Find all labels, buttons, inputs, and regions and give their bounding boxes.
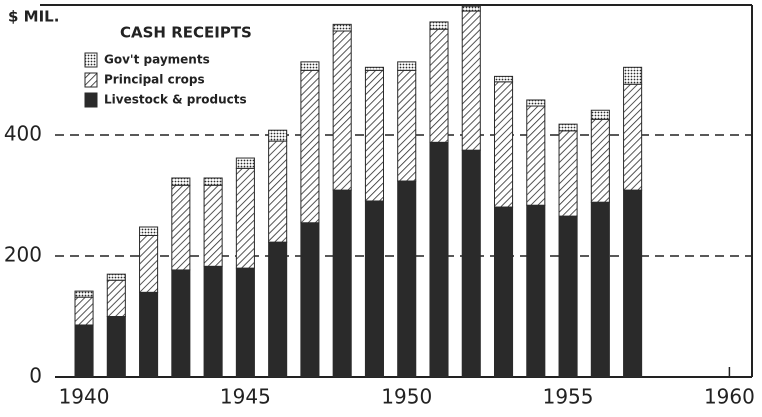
bar-segment	[364, 69, 384, 202]
bar-segment	[429, 28, 449, 143]
bar-segment	[300, 69, 320, 224]
bar-segment	[74, 290, 94, 298]
bar-segment	[429, 21, 449, 30]
bar-segment	[493, 75, 514, 83]
bar-segment	[526, 99, 546, 107]
x-tick-label: 1945	[220, 385, 271, 409]
bar-segment	[139, 234, 159, 293]
legend-swatch	[84, 52, 98, 68]
x-tick-label: 1960	[704, 385, 755, 409]
bar-segment	[590, 201, 610, 378]
bar-segment	[203, 265, 223, 378]
legend-label: Principal crops	[104, 73, 205, 87]
bar-segment	[171, 177, 191, 186]
bar-segment	[300, 61, 320, 71]
bar-segment	[558, 215, 578, 378]
bar-segment	[268, 241, 288, 378]
bar-segment	[429, 141, 449, 378]
bar-segment	[332, 30, 352, 191]
bar-segment	[106, 279, 126, 318]
chart-title: CASH RECEIPTS	[120, 24, 252, 42]
bar-segment	[623, 83, 643, 191]
bar-segment	[461, 5, 481, 12]
bar-segment	[461, 149, 481, 378]
bar-segment	[235, 157, 255, 169]
bar-segment	[268, 140, 288, 243]
bar-segment	[106, 273, 126, 281]
bar-segment	[558, 130, 578, 217]
y-tick-label: 200	[4, 243, 42, 267]
bar-segment	[590, 118, 610, 203]
bar-segment	[623, 66, 643, 85]
bar-segment	[171, 269, 191, 378]
legend-box	[78, 14, 278, 118]
legend-swatch	[84, 72, 98, 88]
bar-segment	[332, 189, 352, 378]
bar-segment	[397, 61, 417, 71]
bar-segment	[203, 177, 223, 186]
bar-segment	[74, 324, 94, 378]
bar-segment	[461, 10, 481, 151]
bar-segment	[397, 69, 417, 182]
bar-segment	[526, 105, 546, 206]
bar-segment	[268, 129, 288, 142]
y-axis-label: $ MIL.	[8, 8, 59, 26]
bar-segment	[203, 184, 223, 267]
legend-label: Gov't payments	[104, 53, 210, 67]
bar-segment	[364, 66, 384, 71]
x-tick-label: 1955	[543, 385, 594, 409]
bar-segment	[526, 204, 546, 378]
bar-segment	[171, 184, 191, 271]
bar-segment	[397, 180, 417, 378]
bar-segment	[332, 23, 352, 32]
bar-segment	[74, 296, 94, 326]
bar-segment	[364, 200, 384, 378]
y-tick-label: 0	[29, 364, 42, 388]
bar-segment	[558, 123, 578, 132]
bar-segment	[300, 222, 320, 378]
bar-segment	[139, 291, 159, 378]
legend-label: Livestock & products	[104, 93, 247, 107]
bar-segment	[493, 206, 514, 378]
bar-segment	[106, 316, 126, 378]
y-tick-label: 400	[4, 122, 42, 146]
legend-swatch	[84, 92, 98, 108]
bar-segment	[590, 109, 610, 120]
bar-segment	[139, 226, 159, 236]
bar-segment	[235, 267, 255, 378]
x-tick-label: 1940	[59, 385, 110, 409]
bar-segment	[493, 81, 514, 208]
bar-segment	[623, 189, 643, 378]
bar-segment	[235, 167, 255, 269]
x-tick-label: 1950	[381, 385, 432, 409]
